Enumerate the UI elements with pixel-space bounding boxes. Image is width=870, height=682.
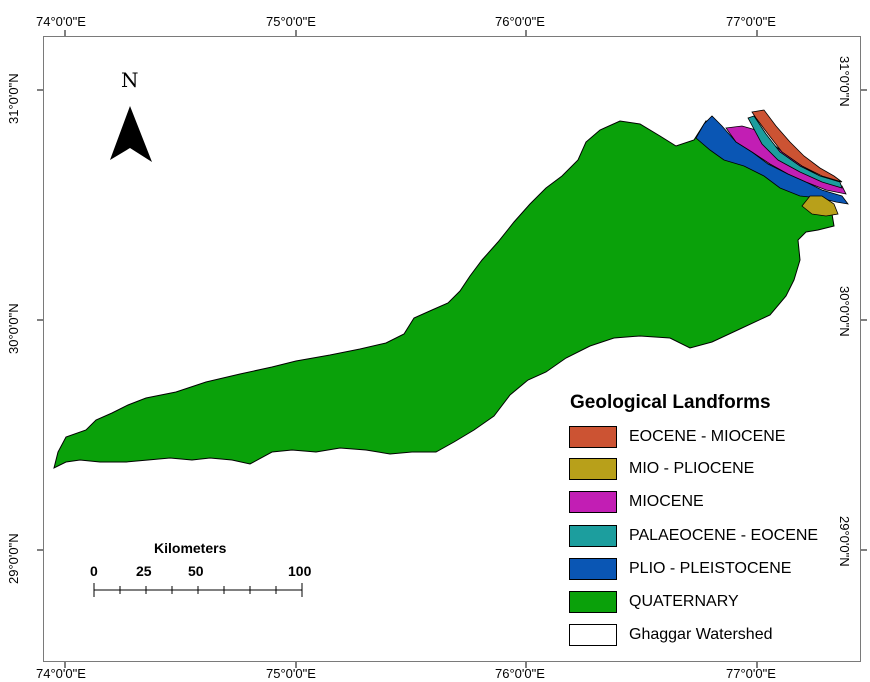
map-frame bbox=[43, 36, 861, 662]
mio-pliocene-region bbox=[801, 195, 839, 217]
north-arrow-label: N bbox=[121, 68, 139, 92]
palaeocene-eocene-region bbox=[747, 115, 843, 189]
legend-label: Ghaggar Watershed bbox=[629, 626, 773, 643]
bottom-longitude-label: 75°0'0"E bbox=[266, 666, 316, 681]
legend-swatch bbox=[569, 558, 617, 580]
scale-bar-label: 50 bbox=[188, 563, 204, 579]
top-longitude-label: 74°0'0"E bbox=[36, 14, 86, 29]
legend-swatch bbox=[569, 624, 617, 646]
scale-bar-label: 100 bbox=[288, 563, 312, 579]
legend-label: MIOCENE bbox=[629, 493, 704, 510]
top-longitude-label: 75°0'0"E bbox=[266, 14, 316, 29]
legend-label: PALAEOCENE - EOCENE bbox=[629, 527, 819, 544]
legend-swatch bbox=[569, 591, 617, 613]
top-longitude-label: 77°0'0"E bbox=[726, 14, 776, 29]
scale-bar-label: 25 bbox=[136, 563, 152, 579]
bottom-longitude-label: 76°0'0"E bbox=[495, 666, 545, 681]
scale-bar-label: 0 bbox=[90, 563, 98, 579]
legend-swatch bbox=[569, 458, 617, 480]
legend-label: QUATERNARY bbox=[629, 593, 739, 610]
eocene-miocene-region bbox=[751, 109, 843, 183]
scale-bar-title: Kilometers bbox=[154, 540, 227, 556]
top-longitude-label: 76°0'0"E bbox=[495, 14, 545, 29]
legend-swatch bbox=[569, 525, 617, 547]
legend-swatch bbox=[569, 491, 617, 513]
quaternary-region bbox=[53, 120, 835, 469]
bottom-longitude-label: 74°0'0"E bbox=[36, 666, 86, 681]
legend-label: EOCENE - MIOCENE bbox=[629, 428, 786, 445]
scale-bar bbox=[93, 583, 303, 597]
legend-label: MIO - PLIOCENE bbox=[629, 460, 755, 477]
north-arrow-icon bbox=[110, 106, 152, 162]
legend-title: Geological Landforms bbox=[570, 392, 771, 413]
bottom-longitude-label: 77°0'0"E bbox=[726, 666, 776, 681]
legend-label: PLIO - PLEISTOCENE bbox=[629, 560, 792, 577]
plio-pleistocene-region bbox=[695, 115, 849, 205]
legend-swatch bbox=[569, 426, 617, 448]
graticule-ticks bbox=[37, 30, 867, 668]
